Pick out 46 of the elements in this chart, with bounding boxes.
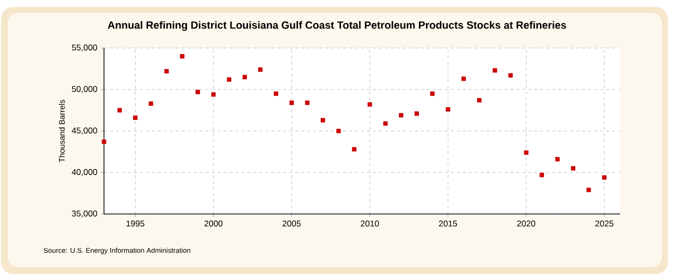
point [305,100,310,105]
point [226,77,232,82]
y-tick-label: 55,000 [72,44,98,52]
point [430,91,435,96]
y-tick-label: 35,000 [72,210,98,218]
y-tick-label: 40,000 [72,169,98,176]
point [148,101,154,106]
point [368,102,372,107]
point [133,116,138,120]
x-tick-label: 2010 [360,220,379,227]
x-tick-label: 2015 [439,220,458,227]
point [320,118,326,122]
point [196,90,200,94]
point [524,150,528,155]
point [180,54,184,58]
point [383,121,388,126]
point [477,98,482,102]
chart-title: Annual Refining District Louisiana Gulf Coast Total Petroleum Products Stocks at Refineries [108,21,566,31]
point [242,74,247,80]
point [352,147,356,152]
point [508,73,513,78]
x-tick-label: 2000 [204,220,223,227]
x-tick-label: 2005 [282,220,301,227]
point [461,76,466,81]
point [289,100,294,105]
point [211,92,216,97]
point [492,68,498,73]
y-tick-label: 45,000 [72,128,98,134]
point [258,67,263,72]
point [102,140,106,144]
point [570,166,576,171]
point [274,91,278,96]
x-tick-label: 2020 [517,220,536,227]
point [164,69,169,74]
point [117,108,122,112]
point [555,157,560,162]
point [398,113,404,118]
point [602,175,607,180]
x-tick-label: 2025 [595,220,614,227]
point [446,107,450,112]
point [336,128,341,134]
y-tick-label: 50,000 [72,86,98,93]
point [414,111,419,116]
point [540,172,544,178]
x-tick-label: 1995 [126,220,144,227]
point [586,188,591,192]
